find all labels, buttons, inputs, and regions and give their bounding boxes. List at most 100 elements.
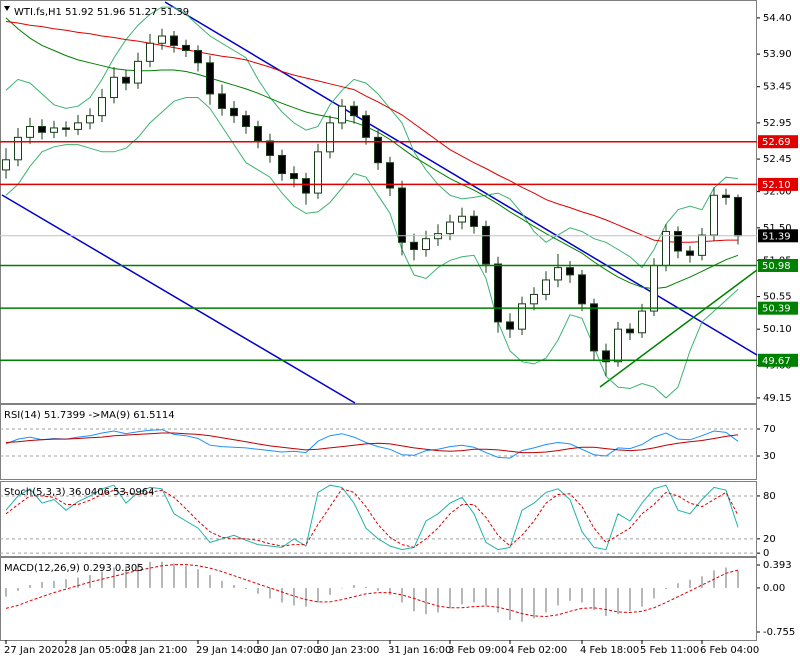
- histogram-bar: [665, 587, 667, 590]
- panel-frames: [0, 0, 757, 641]
- histogram-bar: [401, 587, 403, 603]
- histogram-bar: [221, 580, 223, 588]
- histogram-bar: [281, 587, 283, 603]
- candle-body: [374, 136, 382, 164]
- y-tick-label: 50.55: [763, 292, 792, 303]
- y-tick-label: 53.90: [763, 49, 792, 60]
- y-tick-label: 0: [763, 548, 769, 559]
- histogram-bar: [509, 587, 511, 621]
- level-label-bg: [758, 301, 798, 315]
- histogram-bar: [185, 565, 187, 588]
- histogram-bar: [605, 587, 607, 616]
- level-label-bg: [758, 177, 798, 191]
- level-label: 50.98: [762, 261, 791, 272]
- menu-arrow: [4, 6, 10, 11]
- histogram-bar: [389, 587, 391, 595]
- x-tick-label: 29 Jan 14:00: [196, 645, 259, 656]
- histogram-bar: [161, 561, 163, 588]
- indicator-line: [5, 21, 738, 243]
- histogram-bar: [629, 587, 631, 612]
- trend-line: [599, 269, 758, 388]
- candle-body: [134, 60, 142, 84]
- candle-body: [350, 105, 358, 117]
- y-tick-label: 0.393: [763, 560, 792, 571]
- y-tick-label: 53.45: [763, 82, 792, 93]
- histogram-bar: [521, 587, 523, 622]
- histogram-bar: [113, 567, 115, 588]
- panel-title: Stoch(5,3,3) 36.0406 53.0964: [4, 487, 155, 498]
- candle-body: [170, 35, 178, 46]
- histogram-bar: [53, 580, 55, 588]
- histogram-bar: [641, 587, 643, 607]
- level-label: 50.39: [762, 304, 791, 315]
- candle-body: [458, 215, 466, 223]
- indicator-line: [5, 17, 739, 290]
- y-tick-label: 0.00: [763, 583, 785, 594]
- histogram-bar: [65, 579, 67, 588]
- x-tick-label: 31 Jan 16:00: [388, 645, 451, 656]
- histogram-bar: [473, 587, 475, 603]
- histogram-bar: [593, 587, 595, 611]
- candle-body: [38, 125, 46, 133]
- trend-line: [1, 194, 356, 404]
- level-label-bg: [758, 353, 798, 367]
- indicator-line: [5, 6, 739, 269]
- candle-body: [506, 321, 514, 330]
- histogram-bar: [29, 585, 31, 588]
- x-tick-label: 5 Feb 11:00: [640, 645, 699, 656]
- histogram-bar: [149, 561, 151, 588]
- candle-body: [734, 196, 742, 237]
- histogram-bar: [365, 586, 367, 588]
- histogram-bar: [317, 587, 319, 603]
- candle-body: [566, 267, 574, 276]
- candle-body: [674, 230, 682, 252]
- candle-body: [146, 42, 154, 62]
- candle-body: [338, 105, 346, 124]
- x-tick-label: 6 Feb 04:00: [700, 645, 759, 656]
- histogram-bar: [569, 587, 571, 601]
- histogram-bar: [257, 587, 259, 594]
- x-tick-label: 30 Jan 07:00: [256, 645, 319, 656]
- level-label: 52.10: [762, 180, 791, 191]
- histogram-bar: [125, 565, 127, 588]
- candle-body: [230, 107, 238, 117]
- histogram-bar: [485, 587, 487, 606]
- indicator-line: [5, 484, 739, 551]
- trend-lines: [1, 1, 758, 404]
- candle-body: [698, 234, 706, 256]
- candle-body: [290, 173, 298, 180]
- rsi-frame: [0, 404, 757, 480]
- histogram-bar: [497, 587, 499, 613]
- trend-line: [164, 1, 758, 356]
- stoch-frame: [0, 481, 757, 557]
- candle-body: [446, 221, 454, 235]
- candle-body: [86, 115, 94, 124]
- y-tick-label: 49.15: [763, 393, 792, 404]
- x-tick-label: 27 Jan 2020: [4, 645, 64, 656]
- indicator-line: [5, 564, 739, 618]
- candle-body: [554, 267, 562, 281]
- candle-body: [194, 49, 202, 64]
- histogram-bar: [377, 587, 379, 591]
- x-tick-label: 4 Feb 18:00: [580, 645, 639, 656]
- macd-frame: [0, 557, 757, 641]
- level-label: 52.69: [762, 137, 791, 148]
- candle-body: [26, 125, 34, 138]
- candle-body: [302, 178, 310, 194]
- candle-body: [686, 250, 694, 256]
- histogram-bar: [353, 585, 355, 588]
- y-tick-label: 52.95: [763, 118, 792, 129]
- panel-title: RSI(14) 51.7399 ->MA(9) 61.5114: [4, 410, 175, 421]
- histogram-bar: [425, 587, 427, 615]
- candle-body: [266, 140, 274, 156]
- candle-body: [218, 93, 226, 109]
- histogram-bar: [581, 587, 583, 603]
- histogram-bar: [545, 587, 547, 613]
- level-label-bg: [758, 135, 798, 149]
- candle-body: [482, 225, 490, 265]
- candle-body: [422, 238, 430, 251]
- y-tick-label: 20: [763, 534, 776, 545]
- histogram-bar: [737, 570, 739, 588]
- candle-body: [470, 215, 478, 227]
